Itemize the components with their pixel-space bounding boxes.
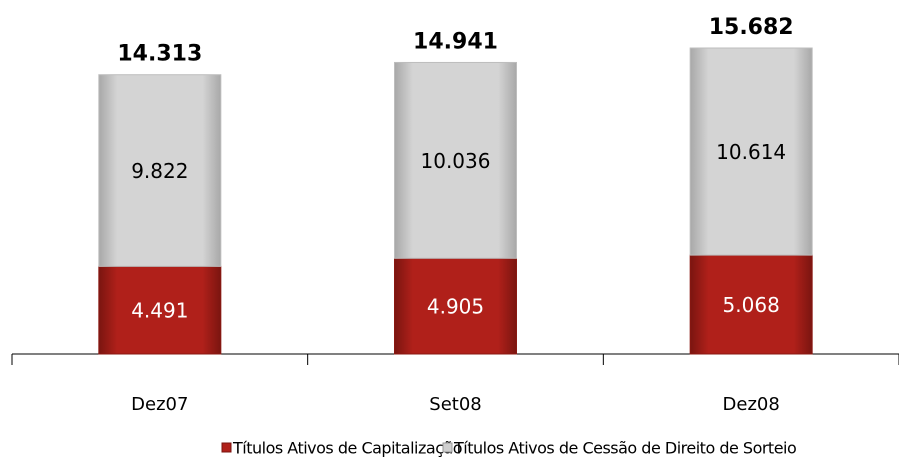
- total-label: 15.682: [709, 15, 794, 40]
- legend-label: Títulos Ativos de Capitalização: [232, 439, 462, 458]
- bar-segment: [394, 257, 517, 355]
- value-label: 4.491: [131, 299, 188, 323]
- total-label: 14.941: [413, 29, 498, 54]
- bar-segment: [98, 74, 222, 267]
- bar-segment: [98, 265, 222, 355]
- total-label: 14.313: [117, 42, 202, 67]
- value-label: 4.905: [427, 295, 484, 319]
- x-tick-label: Set08: [429, 394, 481, 415]
- bar-segment: [394, 61, 517, 259]
- legend-label: Títulos Ativos de Cessão de Direito de S…: [453, 439, 796, 458]
- x-tick-label: Dez08: [723, 394, 780, 415]
- legend-swatch: [442, 442, 453, 453]
- legend-swatch: [221, 442, 232, 453]
- bar-segment: [689, 254, 813, 355]
- bar-segment: [689, 47, 813, 256]
- value-label: 9.822: [131, 159, 188, 183]
- x-tick-label: Dez07: [131, 394, 188, 415]
- value-label: 10.614: [716, 140, 786, 164]
- value-label: 10.036: [421, 149, 491, 173]
- value-label: 5.068: [723, 293, 780, 317]
